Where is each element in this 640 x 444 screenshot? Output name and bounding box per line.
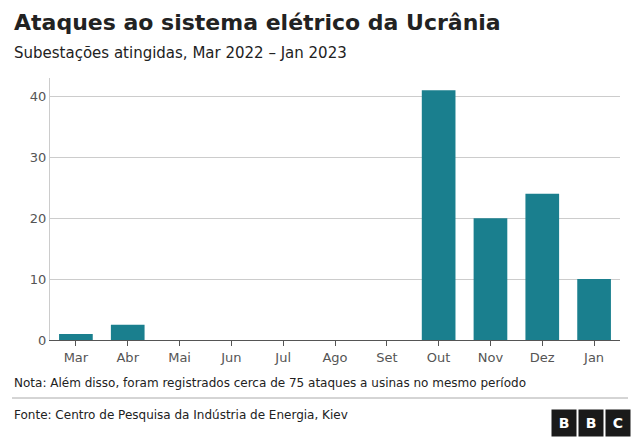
svg-text:Nota: Além disso, foram regist: Nota: Além disso, foram registrados cerc… bbox=[14, 376, 526, 390]
svg-text:30: 30 bbox=[30, 150, 47, 165]
svg-text:Abr: Abr bbox=[116, 350, 139, 365]
svg-text:Mai: Mai bbox=[168, 350, 191, 365]
svg-text:B: B bbox=[559, 415, 570, 431]
svg-text:Dez: Dez bbox=[530, 350, 555, 365]
svg-text:Ago: Ago bbox=[322, 350, 347, 365]
svg-text:Mar: Mar bbox=[64, 350, 89, 365]
svg-text:C: C bbox=[613, 415, 623, 431]
svg-text:Jan: Jan bbox=[583, 350, 604, 365]
svg-text:40: 40 bbox=[30, 89, 47, 104]
svg-text:Jun: Jun bbox=[220, 350, 241, 365]
svg-text:0: 0 bbox=[38, 333, 46, 348]
svg-text:Out: Out bbox=[427, 350, 451, 365]
svg-text:Fonte: Centro de Pesquisa da I: Fonte: Centro de Pesquisa da Indústria d… bbox=[14, 408, 348, 422]
svg-text:Nov: Nov bbox=[478, 350, 504, 365]
svg-text:Jul: Jul bbox=[274, 350, 291, 365]
svg-text:20: 20 bbox=[30, 211, 47, 226]
svg-text:10: 10 bbox=[30, 272, 47, 287]
svg-text:B: B bbox=[586, 415, 597, 431]
svg-text:Subestações atingidas, Mar 202: Subestações atingidas, Mar 2022 – Jan 20… bbox=[14, 44, 347, 62]
svg-text:Set: Set bbox=[376, 350, 397, 365]
svg-text:Ataques ao sistema elétrico da: Ataques ao sistema elétrico da Ucrânia bbox=[14, 10, 501, 35]
